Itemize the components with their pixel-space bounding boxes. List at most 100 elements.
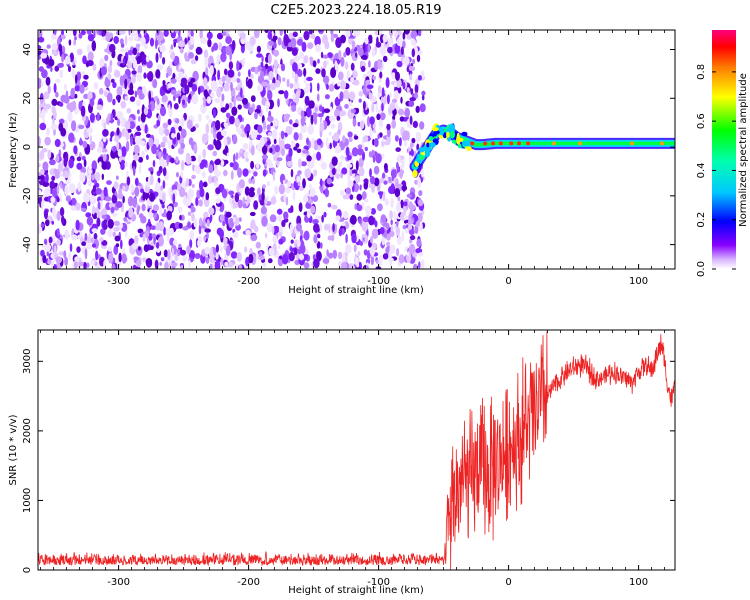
noise-speck [116, 127, 120, 136]
snr-line [38, 331, 675, 570]
x-tick-label: -100 [367, 577, 390, 588]
noise-speck [73, 39, 77, 46]
noise-speck [198, 199, 203, 207]
noise-speck [40, 223, 45, 228]
noise-speck [38, 162, 41, 168]
noise-speck [190, 30, 194, 38]
noise-speck [309, 187, 316, 197]
noise-speck [222, 149, 228, 155]
noise-speck [244, 186, 250, 196]
noise-speck [297, 69, 303, 77]
noise-speck [376, 113, 381, 121]
noise-speck [288, 147, 293, 158]
noise-speck [67, 111, 73, 123]
noise-speck [388, 250, 392, 260]
noise-speck [303, 262, 310, 269]
noise-speck [110, 206, 115, 214]
noise-speck [294, 259, 300, 266]
noise-speck [261, 81, 268, 87]
noise-speck [298, 253, 305, 261]
noise-speck [205, 114, 210, 120]
noise-speck [402, 40, 406, 49]
noise-speck [393, 223, 397, 231]
noise-speck [310, 205, 316, 214]
x-tick-label: -300 [107, 577, 130, 588]
signal-blob [446, 131, 450, 138]
noise-speck [250, 130, 258, 140]
noise-speck [94, 207, 99, 214]
noise-speck [265, 104, 269, 113]
noise-speck [221, 75, 226, 83]
noise-speck [224, 122, 229, 129]
noise-speck [338, 161, 343, 168]
noise-speck [194, 253, 201, 259]
noise-speck [225, 36, 233, 44]
noise-speck [68, 183, 76, 194]
noise-speck [207, 38, 212, 48]
noise-speck [353, 135, 359, 140]
noise-speck [345, 47, 351, 56]
noise-speck [124, 161, 128, 167]
noise-speck [63, 83, 67, 90]
noise-speck [146, 60, 153, 69]
colorbar-ticks: 0.0 0.2 0.4 0.6 0.8 [696, 64, 736, 277]
noise-speck [53, 110, 57, 119]
noise-speck [182, 226, 189, 231]
noise-speck [266, 223, 273, 233]
noise-speck [216, 54, 220, 66]
noise-speck [106, 161, 111, 170]
noise-speck [371, 47, 376, 57]
noise-speck [238, 179, 245, 189]
noise-speck [305, 202, 312, 209]
noise-speck [195, 46, 203, 55]
noise-speck [45, 76, 51, 86]
noise-speck [259, 136, 265, 148]
noise-speck [323, 108, 331, 113]
noise-speck [346, 155, 352, 161]
noise-speck [345, 243, 352, 254]
noise-speck [386, 94, 390, 105]
noise-speck [356, 193, 363, 201]
noise-speck [112, 212, 118, 217]
noise-speck [389, 210, 393, 220]
noise-speck [244, 126, 248, 134]
noise-speck [138, 156, 144, 163]
noise-speck [202, 181, 208, 188]
noise-speck [361, 221, 369, 232]
noise-speck [141, 203, 146, 212]
noise-speck [420, 259, 425, 269]
noise-speck [266, 195, 269, 200]
noise-speck [76, 48, 83, 56]
noise-speck [302, 178, 306, 189]
noise-speck [160, 185, 164, 191]
noise-speck [298, 186, 305, 192]
noise-speck [288, 251, 295, 262]
signal-blob [438, 134, 444, 139]
noise-speck [138, 116, 141, 122]
noise-speck [418, 261, 421, 269]
noise-speck [244, 246, 248, 253]
noise-speck [408, 100, 415, 107]
noise-speck [256, 45, 261, 53]
noise-speck [395, 71, 400, 81]
noise-speck [162, 147, 167, 155]
noise-speck [211, 46, 215, 53]
noise-speck [406, 193, 412, 198]
noise-speck [188, 93, 192, 100]
noise-speck [364, 146, 368, 152]
noise-speck [171, 262, 178, 267]
noise-speck [363, 249, 368, 256]
noise-speck [58, 118, 65, 124]
noise-speck [219, 214, 225, 223]
noise-speck [74, 36, 77, 41]
noise-speck [58, 43, 63, 52]
noise-speck [93, 233, 98, 240]
noise-speck [240, 87, 243, 98]
noise-speck [410, 30, 418, 39]
noise-speck [145, 258, 153, 268]
noise-speck [372, 154, 376, 163]
noise-speck [220, 107, 227, 113]
noise-speck [250, 160, 255, 170]
noise-speck [208, 89, 211, 95]
